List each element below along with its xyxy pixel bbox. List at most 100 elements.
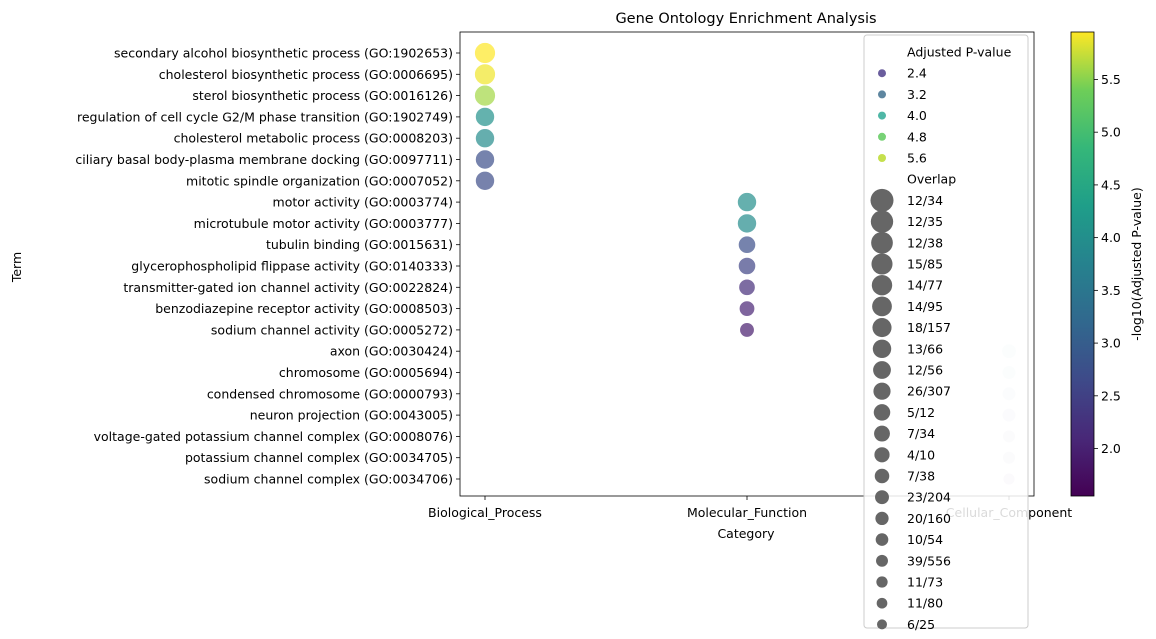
- y-tick-label: neuron projection (GO:0043005): [250, 408, 453, 423]
- legend-size-marker: [874, 447, 890, 463]
- y-tick-label: sterol biosynthetic process (GO:0016126): [192, 88, 453, 103]
- legend-size-marker: [873, 404, 891, 421]
- data-point: [474, 170, 495, 191]
- legend-size-marker: [876, 554, 888, 567]
- legend-size-marker: [874, 425, 890, 442]
- legend-size-marker: [871, 275, 893, 296]
- legend-size-marker: [875, 511, 889, 526]
- y-tick-label: tubulin binding (GO:0015631): [266, 237, 453, 252]
- legend-hue-marker: [878, 69, 886, 78]
- legend-size-marker: [871, 253, 893, 275]
- y-tick-label: benzodiazepine receptor activity (GO:000…: [155, 301, 453, 316]
- legend-size-marker: [875, 490, 889, 505]
- colorbar-tick-label: 4.5: [1101, 177, 1121, 192]
- y-tick-label: axon (GO:0030424): [330, 344, 453, 359]
- y-tick-label: transmitter-gated ion channel activity (…: [123, 280, 453, 295]
- data-point: [737, 192, 758, 213]
- legend-hue-label: 3.2: [907, 87, 927, 102]
- legend-size-marker: [871, 231, 893, 254]
- legend-size-marker: [872, 296, 892, 317]
- legend-size-label: 12/35: [907, 214, 943, 229]
- legend-size-marker: [870, 188, 894, 212]
- legend-size-label: 15/85: [907, 257, 943, 272]
- legend-hue-marker: [878, 90, 886, 99]
- legend-size-marker: [876, 576, 888, 588]
- y-tick-label: cholesterol biosynthetic process (GO:000…: [159, 67, 453, 82]
- data-point: [738, 278, 756, 296]
- legend-size-marker: [870, 210, 894, 233]
- legend-size-marker: [877, 619, 887, 630]
- legend-size-label: 26/307: [907, 384, 951, 399]
- legend-hue-label: 4.0: [907, 108, 927, 123]
- legend-hue-marker: [878, 154, 886, 162]
- legend-size-label: 10/54: [907, 532, 943, 547]
- y-tick-label: motor activity (GO:0003774): [273, 195, 453, 210]
- legend-frame: [863, 34, 1029, 629]
- legend-size-marker: [875, 533, 889, 546]
- y-axis-tick-labels: secondary alcohol biosynthetic process (…: [75, 46, 460, 487]
- x-tick-label: Molecular_Function: [687, 505, 807, 520]
- colorbar-tick-label: 4.0: [1101, 230, 1121, 245]
- legend-size-marker: [872, 318, 892, 338]
- y-tick-label: chromosome (GO:0005694): [279, 365, 453, 380]
- legend-size-label: 14/95: [907, 299, 943, 314]
- legend-size-label: 20/160: [907, 511, 951, 526]
- legend-size-marker: [873, 361, 891, 379]
- y-tick-label: microtubule motor activity (GO:0003777): [194, 216, 453, 231]
- y-tick-label: condensed chromosome (GO:0000793): [207, 386, 453, 401]
- y-tick-label: voltage-gated potassium channel complex …: [94, 429, 453, 444]
- legend-size-label: 12/38: [907, 235, 943, 250]
- chart-title: Gene Ontology Enrichment Analysis: [615, 11, 876, 27]
- colorbar-gradient: [1070, 31, 1095, 497]
- data-point: [737, 213, 758, 234]
- x-axis-label: Category: [717, 526, 775, 541]
- data-point: [474, 63, 496, 86]
- legend-hue-label: 5.6: [907, 151, 927, 166]
- legend-size-label: 14/77: [907, 278, 943, 293]
- y-tick-label: cholesterol metabolic process (GO:000820…: [174, 131, 453, 146]
- data-point: [474, 149, 495, 170]
- legend-size-label: 18/157: [907, 320, 951, 335]
- legend-size-label: 4/10: [907, 447, 935, 462]
- legend-size-marker: [874, 468, 890, 484]
- colorbar: 2.0 2.5 3.0 3.5 4.0 4.5 5.0 5.5 -log10(Adjusted…: [1070, 31, 1144, 497]
- data-point: [738, 300, 756, 317]
- legend-size-label: 7/38: [907, 469, 935, 484]
- colorbar-tick-label: 2.0: [1101, 441, 1121, 456]
- y-tick-label: regulation of cell cycle G2/M phase tran…: [77, 109, 453, 124]
- legend-size-label: 5/12: [907, 405, 935, 420]
- legend-size-marker: [872, 339, 892, 359]
- y-tick-label: secondary alcohol biosynthetic process (…: [114, 46, 453, 61]
- colorbar-tick-label: 3.0: [1101, 336, 1121, 351]
- legend: Adjusted P-value 2.4 3.2 4.0 4.8 5.6 Overlap 12…: [863, 34, 1029, 632]
- colorbar-tick-label: 5.5: [1101, 72, 1121, 87]
- y-tick-label: mitotic spindle organization (GO:0007052…: [186, 173, 453, 188]
- y-tick-label: glycerophospholipid flippase activity (G…: [131, 259, 453, 274]
- legend-size-label: 11/80: [907, 596, 943, 611]
- colorbar-tick-label: 5.0: [1101, 125, 1121, 140]
- data-point: [474, 128, 495, 149]
- legend-size-label: 12/56: [907, 363, 943, 378]
- y-tick-label: ciliary basal body-plasma membrane docki…: [75, 152, 453, 167]
- colorbar-ticks: 2.0 2.5 3.0 3.5 4.0 4.5 5.0 5.5: [1094, 72, 1121, 456]
- x-tick-label: Biological_Process: [428, 505, 542, 520]
- legend-size-label: 11/73: [907, 575, 943, 590]
- legend-size-label: 13/66: [907, 341, 943, 356]
- legend-size-marker: [876, 597, 888, 609]
- legend-size-label: 7/34: [907, 426, 935, 441]
- legend-hue-title: Adjusted P-value: [907, 45, 1012, 60]
- data-point: [474, 42, 496, 64]
- data-point: [737, 256, 757, 276]
- colorbar-tick-label: 3.5: [1101, 283, 1121, 298]
- data-point: [739, 322, 755, 338]
- legend-size-label: 23/204: [907, 490, 951, 505]
- y-tick-label: potassium channel complex (GO:0034705): [185, 450, 453, 465]
- colorbar-label: -log10(Adjusted P-value): [1129, 187, 1144, 340]
- y-tick-label: sodium channel activity (GO:0005272): [211, 322, 453, 337]
- colorbar-tick-label: 2.5: [1101, 388, 1121, 403]
- legend-size-label: 39/556: [907, 553, 951, 568]
- legend-size-marker: [873, 382, 891, 400]
- y-axis-label: Term: [9, 252, 24, 283]
- legend-hue-marker: [878, 132, 886, 141]
